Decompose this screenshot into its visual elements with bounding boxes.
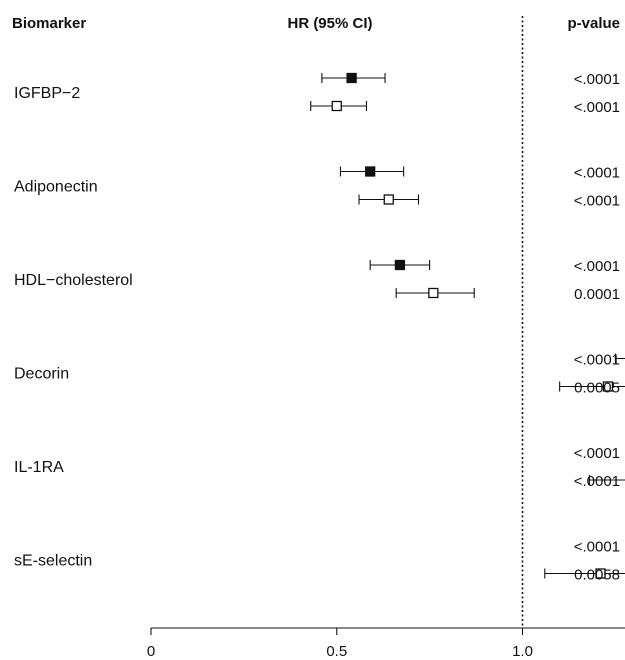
x-tick-label: 0.5 <box>326 643 347 660</box>
p-value: <.0001 <box>574 99 620 116</box>
p-value: <.0001 <box>574 193 620 210</box>
p-value: <.0001 <box>574 473 620 490</box>
p-value: <.0001 <box>574 352 620 369</box>
header-hr-ci: HR (95% CI) <box>287 15 372 32</box>
p-value: 0.0001 <box>574 286 620 303</box>
hr-point-open <box>383 194 394 205</box>
p-value: <.0001 <box>574 445 620 462</box>
p-value: <.0001 <box>574 165 620 182</box>
p-value: 0.0058 <box>574 567 620 584</box>
biomarker-group-4: IL-1RA <.0001 <.0001 <box>14 445 625 490</box>
p-value: <.0001 <box>574 71 620 88</box>
p-value: <.0001 <box>574 258 620 275</box>
biomarker-label: IL-1RA <box>14 459 64 476</box>
x-tick-label: 1.0 <box>512 643 533 660</box>
header-biomarker: Biomarker <box>12 15 86 32</box>
biomarker-group-0: IGFBP−2 <.0001 <.0001 <box>14 71 620 116</box>
biomarker-group-1: Adiponectin <.0001 <.0001 <box>14 165 620 210</box>
hr-point-open <box>595 568 606 579</box>
hr-point-filled <box>394 259 406 271</box>
p-value: 0.0005 <box>574 380 620 397</box>
hr-point-filled <box>346 72 357 84</box>
biomarker-label: HDL−cholesterol <box>14 272 133 289</box>
x-tick-label: 0 <box>147 643 155 660</box>
biomarker-group-5: sE-selectin <.0001 0.0058 <box>14 539 625 584</box>
hr-point-filled <box>365 166 376 177</box>
plot-area: IGFBP−2 <.0001 <.0001 Adiponectin <.0001 <.00… <box>14 16 625 628</box>
biomarker-group-2: HDL−cholesterol <.0001 0.0001 <box>14 258 620 303</box>
biomarker-label: sE-selectin <box>14 553 92 570</box>
header-p-value: p-value <box>567 15 620 32</box>
biomarker-label: Decorin <box>14 366 69 383</box>
hr-point-open <box>602 381 614 392</box>
hr-point-open <box>331 100 342 112</box>
hr-point-open <box>428 287 439 299</box>
x-axis: 00.51.01.52.0 <box>147 627 625 660</box>
p-value: <.0001 <box>574 539 620 556</box>
biomarker-group-3: Decorin <.0001 0.0005 <box>14 352 625 397</box>
biomarker-label: Adiponectin <box>14 179 98 196</box>
biomarker-label: IGFBP−2 <box>14 85 80 102</box>
